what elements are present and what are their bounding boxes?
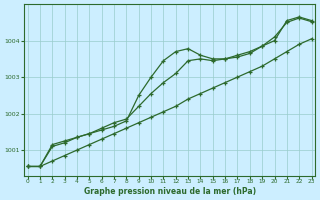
X-axis label: Graphe pression niveau de la mer (hPa): Graphe pression niveau de la mer (hPa) [84,187,256,196]
